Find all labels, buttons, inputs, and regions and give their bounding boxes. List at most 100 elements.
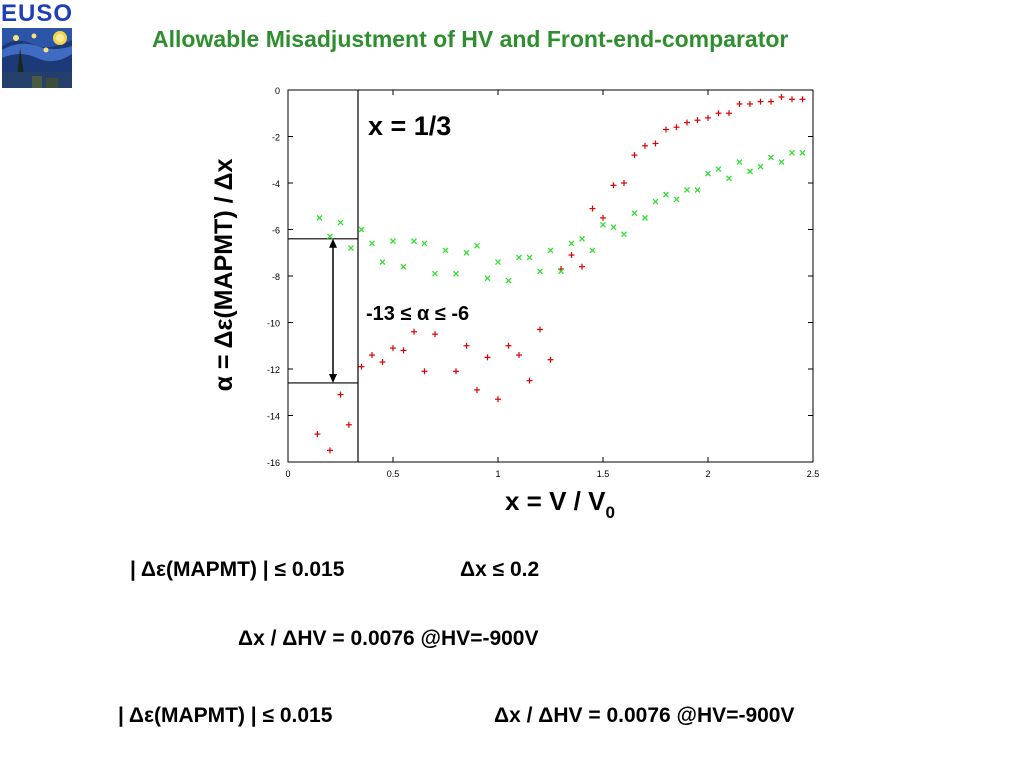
- red-plus-point: [327, 447, 333, 454]
- red-plus-point: [705, 114, 711, 121]
- red-plus-point: [642, 142, 648, 149]
- range-arrow-head-down: [329, 373, 337, 383]
- marker-stroke: [337, 219, 344, 226]
- red-plus-point: [484, 354, 491, 361]
- marker-stroke: [463, 249, 470, 256]
- green-cross-point: [358, 226, 365, 233]
- marker-stroke: [495, 259, 501, 266]
- green-cross-point: [348, 245, 354, 252]
- marker-stroke: [768, 154, 774, 161]
- green-cross-point: [558, 268, 564, 275]
- x-axis-label-main: x = V / V: [505, 486, 606, 516]
- green-cross-point: [789, 149, 795, 156]
- green-cross-point: [526, 254, 533, 261]
- red-plus-point: [453, 368, 459, 375]
- marker-stroke: [726, 175, 732, 182]
- green-cross-point: [757, 163, 764, 170]
- marker-stroke: [547, 247, 554, 254]
- red-plus-point: [421, 368, 428, 375]
- marker-stroke: [610, 224, 617, 231]
- x-axis: 0 0.5 1 1.5 2 2.5: [285, 90, 819, 479]
- red-plus-point: [768, 98, 774, 105]
- green-cross-point: [600, 221, 606, 228]
- marker-stroke: [411, 238, 417, 245]
- green-cross-point: [421, 240, 428, 247]
- marker-stroke: [358, 226, 365, 233]
- red-plus-point: [379, 359, 386, 366]
- red-plus-point: [474, 386, 480, 393]
- marker-stroke: [778, 159, 785, 166]
- marker-stroke: [789, 149, 795, 156]
- data-series: [314, 93, 806, 454]
- marker-stroke: [369, 240, 375, 247]
- equation-line-3-part-a: | Δε(MAPMT) | ≤ 0.015: [118, 704, 333, 727]
- green-cross-point: [778, 159, 785, 166]
- red-plus-point: [631, 152, 638, 159]
- red-plus-point: [568, 252, 575, 259]
- y-axis: 0 -2 -4 -6 -8 -10 -12 -14 -16: [267, 86, 813, 468]
- green-cross-point: [369, 240, 375, 247]
- red-plus-point: [526, 377, 533, 384]
- starry-night-image: [2, 28, 72, 88]
- green-cross-point: [652, 198, 659, 205]
- marker-stroke: [757, 163, 764, 170]
- green-cross-point: [495, 259, 501, 266]
- red-plus-point: [463, 342, 470, 349]
- red-plus-point: [789, 96, 795, 103]
- y-tick-label: -2: [272, 133, 280, 143]
- red-plus-point: [778, 93, 785, 100]
- red-plus-point: [663, 126, 669, 133]
- x-tick-label: 1: [495, 469, 500, 479]
- red-plus-point: [600, 214, 606, 221]
- y-tick-label: -4: [272, 179, 280, 189]
- green-cross-point: [442, 247, 449, 254]
- green-cross-point: [705, 170, 711, 177]
- red-plus-point: [337, 391, 344, 398]
- red-plus-point: [411, 328, 417, 335]
- marker-stroke: [379, 259, 386, 266]
- green-cross-point: [768, 154, 774, 161]
- x-tick-label: 0: [285, 469, 290, 479]
- green-cross-point: [673, 196, 680, 203]
- range-label: -13 ≤ α ≤ -6: [366, 303, 469, 325]
- red-plus-point: [726, 110, 732, 117]
- green-cross-point: [715, 166, 722, 173]
- green-cross-point: [474, 242, 480, 249]
- y-tick-label: -12: [267, 365, 280, 375]
- green-cross-point: [379, 259, 386, 266]
- green-cross-point: [663, 191, 669, 198]
- red-plus-point: [537, 326, 543, 333]
- marker-stroke: [432, 270, 438, 277]
- green-cross-point: [432, 270, 438, 277]
- marker-stroke: [505, 277, 512, 284]
- red-plus-point: [369, 352, 375, 359]
- red-plus-point: [495, 396, 501, 403]
- page-title: Allowable Misadjustment of HV and Front-…: [152, 26, 789, 52]
- green-cross-point: [400, 263, 407, 270]
- green-cross-point: [337, 219, 344, 226]
- marker-stroke: [736, 159, 743, 166]
- y-tick-label: -8: [272, 272, 280, 282]
- y-tick-label: -10: [267, 319, 280, 329]
- green-cross-point: [736, 159, 743, 166]
- red-plus-point: [314, 431, 321, 438]
- green-cross-point: [316, 214, 323, 221]
- red-plus-point: [547, 356, 554, 363]
- red-plus-point: [579, 263, 585, 270]
- red-plus-point: [505, 342, 512, 349]
- red-plus-point: [715, 110, 722, 117]
- green-cross-point: [589, 247, 596, 254]
- marker-stroke: [348, 245, 354, 252]
- equation-line-1-part-a: | Δε(MAPMT) | ≤ 0.015: [130, 558, 345, 581]
- green-cross-point: [579, 235, 585, 242]
- marker-stroke: [421, 240, 428, 247]
- green-cross-point: [547, 247, 554, 254]
- green-cross-point: [642, 214, 648, 221]
- red-plus-point: [516, 352, 522, 359]
- green-cross-point: [516, 254, 522, 261]
- green-cross-point: [411, 238, 417, 245]
- marker-stroke: [631, 210, 638, 217]
- red-plus-point: [799, 96, 806, 103]
- green-cross-point: [327, 233, 333, 240]
